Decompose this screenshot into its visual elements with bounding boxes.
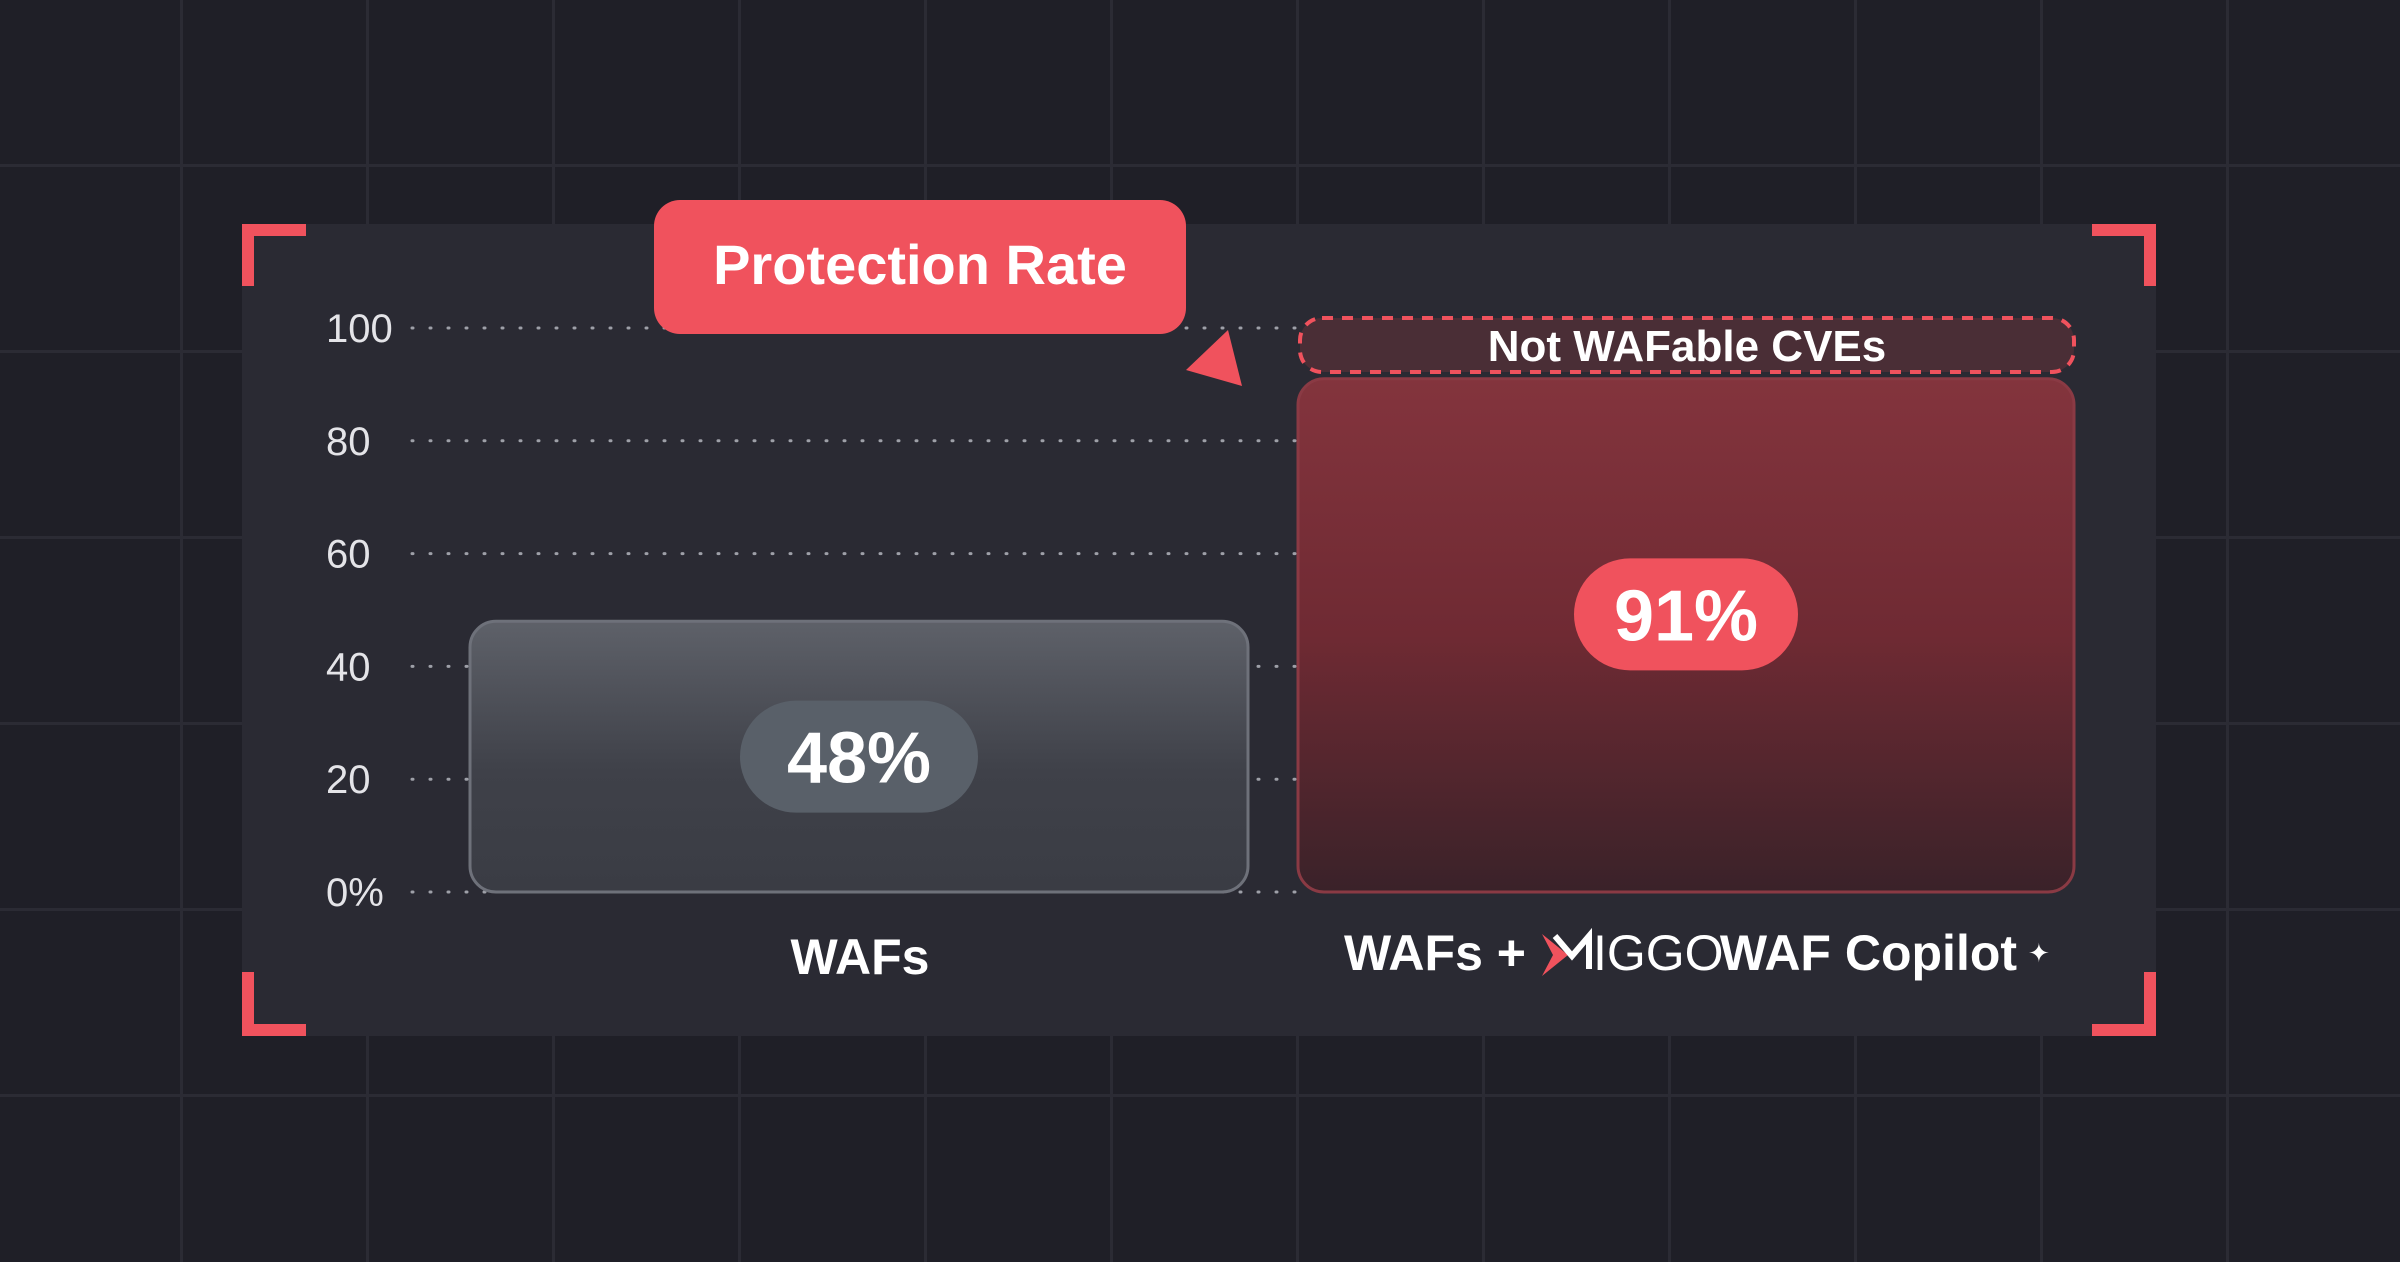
x-category-label-wafs: WAFs	[791, 929, 930, 985]
y-tick-label-100: 100	[326, 307, 393, 351]
brand-suffix: WAF Copilot	[1706, 925, 2017, 981]
chart-title: Protection Rate	[713, 233, 1127, 296]
annotation-box: Not WAFable CVEs	[1298, 316, 2076, 374]
corner-bracket-top-right	[2092, 224, 2156, 286]
y-tick-label-20: 20	[326, 758, 371, 802]
bar-label-wafs-miggo: 91%	[1614, 576, 1758, 656]
corner-bracket-top-left	[242, 224, 306, 286]
x-category-label-wafs-miggo: WAFs + IGGO WAF Copilot ✦	[1344, 925, 2050, 981]
bar-label-wafs: 48%	[787, 719, 931, 799]
corner-bracket-bottom-left	[242, 972, 306, 1036]
y-tick-label-80: 80	[326, 420, 371, 464]
sparkle-icon: ✦	[2028, 939, 2050, 969]
annotation-text: Not WAFable CVEs	[1488, 322, 1887, 371]
category-label-prefix: WAFs +	[1344, 925, 1526, 981]
bar-label-wafs-miggo-badge	[1574, 558, 1798, 671]
y-tick-label-40: 40	[326, 645, 371, 689]
miggo-logo-icon	[1542, 927, 1592, 976]
pointer-arrow-icon	[1186, 330, 1242, 386]
corner-bracket-bottom-right	[2092, 972, 2156, 1036]
y-tick-label-0: 0%	[326, 871, 384, 915]
bars: 48% 91%	[468, 377, 2076, 894]
brand-logo-text: IGGO	[1593, 925, 1724, 981]
y-tick-label-60: 60	[326, 533, 371, 577]
bar-label-wafs-badge	[740, 700, 978, 813]
y-axis-ticks: 0% 20 40 60 80 100	[326, 307, 393, 915]
title-badge: Protection Rate	[654, 200, 1186, 334]
